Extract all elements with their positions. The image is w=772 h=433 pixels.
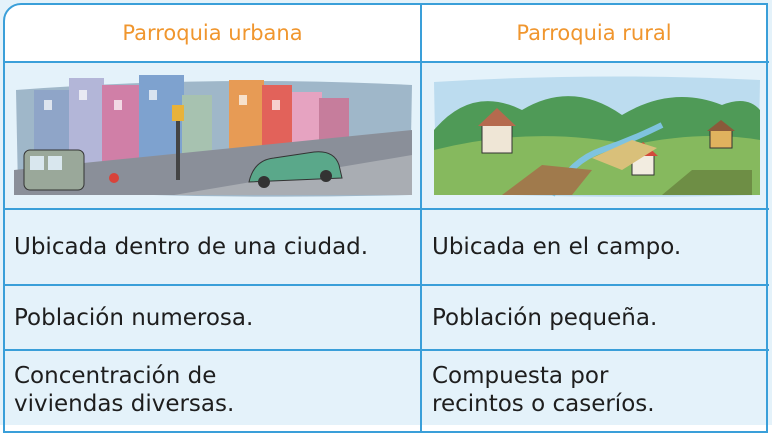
rural-illustration	[434, 76, 760, 197]
cell: Ubicada en el campo.	[432, 234, 682, 260]
header-cell: Parroquia urbana	[5, 5, 420, 61]
row-border	[3, 284, 769, 286]
cell: Concentración de viviendas diversas.	[14, 363, 235, 417]
cell: Población numerosa.	[14, 305, 254, 331]
cell: Ubicada dentro de una ciudad.	[14, 234, 369, 260]
city-illustration	[14, 75, 412, 197]
row-border	[3, 349, 769, 351]
row-border	[3, 61, 769, 63]
cell: Compuesta por recintos o caseríos.	[432, 363, 655, 417]
cell: Población pequeña.	[432, 305, 658, 331]
row-border	[3, 208, 769, 210]
header-cell: Parroquia rural	[422, 5, 766, 61]
column-border	[420, 3, 422, 433]
